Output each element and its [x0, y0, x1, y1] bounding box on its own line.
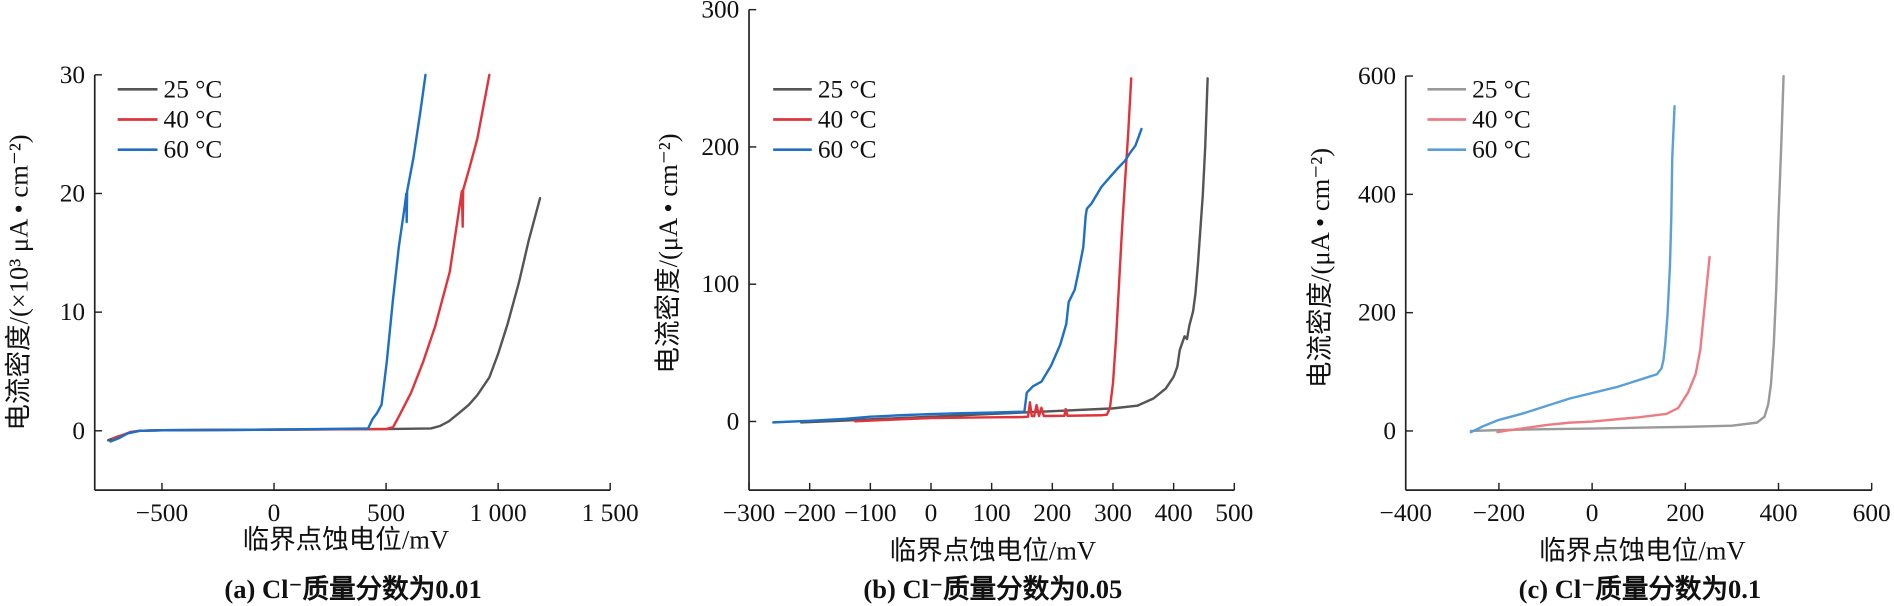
x-tick-label: −100 — [844, 499, 896, 527]
x-tick-label: 100 — [973, 499, 1011, 527]
legend-label-40c: 40 °C — [164, 106, 223, 134]
legend-label-40c: 40 °C — [818, 106, 877, 134]
chart-panel-a: −500 0 500 1 000 1 500 0 10 20 30 25 °C 40 °C60 °C — [60, 61, 639, 527]
x-tick-label: 0 — [268, 499, 281, 527]
x-tick-label: 600 — [1853, 499, 1891, 527]
x-tick-label: 0 — [1586, 499, 1599, 527]
y-tick-label: 400 — [1358, 180, 1396, 208]
legend-label-60c: 60 °C — [1472, 136, 1531, 164]
series-line-25c — [799, 77, 1209, 424]
y-tick-label: 0 — [727, 407, 740, 435]
series-line-40c — [1496, 255, 1711, 434]
y-tick-label: 10 — [60, 298, 85, 326]
series-line-60c — [109, 73, 427, 443]
y-tick-label: 30 — [60, 61, 85, 89]
y-tick-label: 300 — [701, 0, 739, 24]
legend-label-60c: 60 °C — [164, 136, 223, 164]
y-tick-label: 100 — [701, 270, 739, 298]
series-line-60c — [772, 127, 1143, 424]
legend-label-25c: 25 °C — [164, 75, 223, 103]
x-tick-label: 200 — [1666, 499, 1704, 527]
series-line-25c — [106, 197, 542, 442]
series-line-40c — [853, 77, 1133, 423]
chart-panel-c: −400 −200 0 200 400 600 0 200 400 600 25 °C 40 °C60… — [1358, 62, 1891, 527]
x-tick-label: 500 — [1215, 499, 1253, 527]
x-tick-label: 500 — [367, 499, 405, 527]
y-tick-label: 200 — [1358, 299, 1396, 327]
y-tick-label: 0 — [72, 417, 85, 445]
series-line-60c — [1469, 105, 1676, 434]
y-tick-label: 200 — [701, 133, 739, 161]
x-tick-label: 0 — [925, 499, 938, 527]
x-tick-label: −400 — [1380, 499, 1432, 527]
x-tick-label: 1 000 — [470, 499, 527, 527]
x-axis-label: 临界点蚀电位/mV — [890, 535, 1096, 565]
panel-caption: (b) Cl⁻质量分数为0.05 — [863, 574, 1122, 604]
x-tick-label: −200 — [1473, 499, 1525, 527]
series-line-25c — [1469, 74, 1785, 433]
legend-label-60c: 60 °C — [818, 136, 877, 164]
x-tick-label: 400 — [1155, 499, 1193, 527]
x-tick-label: −500 — [136, 499, 188, 527]
legend-label-25c: 25 °C — [818, 75, 877, 103]
x-tick-label: −200 — [784, 499, 836, 527]
y-tick-label: 600 — [1358, 62, 1396, 90]
y-axis-label: 电流密度/(μA • cm⁻²) — [653, 133, 683, 373]
panel-caption: (c) Cl⁻质量分数为0.1 — [1519, 574, 1762, 604]
x-axis-label: 临界点蚀电位/mV — [243, 525, 449, 555]
y-axis-label: 电流密度/(μA • cm⁻²) — [1305, 148, 1335, 388]
chart-panel-b: −300 −200 −100 0 100 200 300 400 500 0 100 200 300 25… — [701, 0, 1253, 527]
x-axis-label: 临界点蚀电位/mV — [1539, 535, 1745, 565]
legend-label-25c: 25 °C — [1472, 75, 1531, 103]
y-axis-label: 电流密度/(×10³ μA • cm⁻²) — [4, 134, 34, 430]
panel-caption: (a) Cl⁻质量分数为0.01 — [224, 574, 481, 604]
x-tick-label: 300 — [1094, 499, 1132, 527]
x-tick-label: 400 — [1759, 499, 1797, 527]
x-tick-label: 1 500 — [582, 499, 639, 527]
y-tick-label: 20 — [60, 179, 85, 207]
y-tick-label: 0 — [1383, 417, 1396, 445]
legend-label-40c: 40 °C — [1472, 106, 1531, 134]
x-tick-label: 200 — [1033, 499, 1071, 527]
x-tick-label: −300 — [723, 499, 775, 527]
